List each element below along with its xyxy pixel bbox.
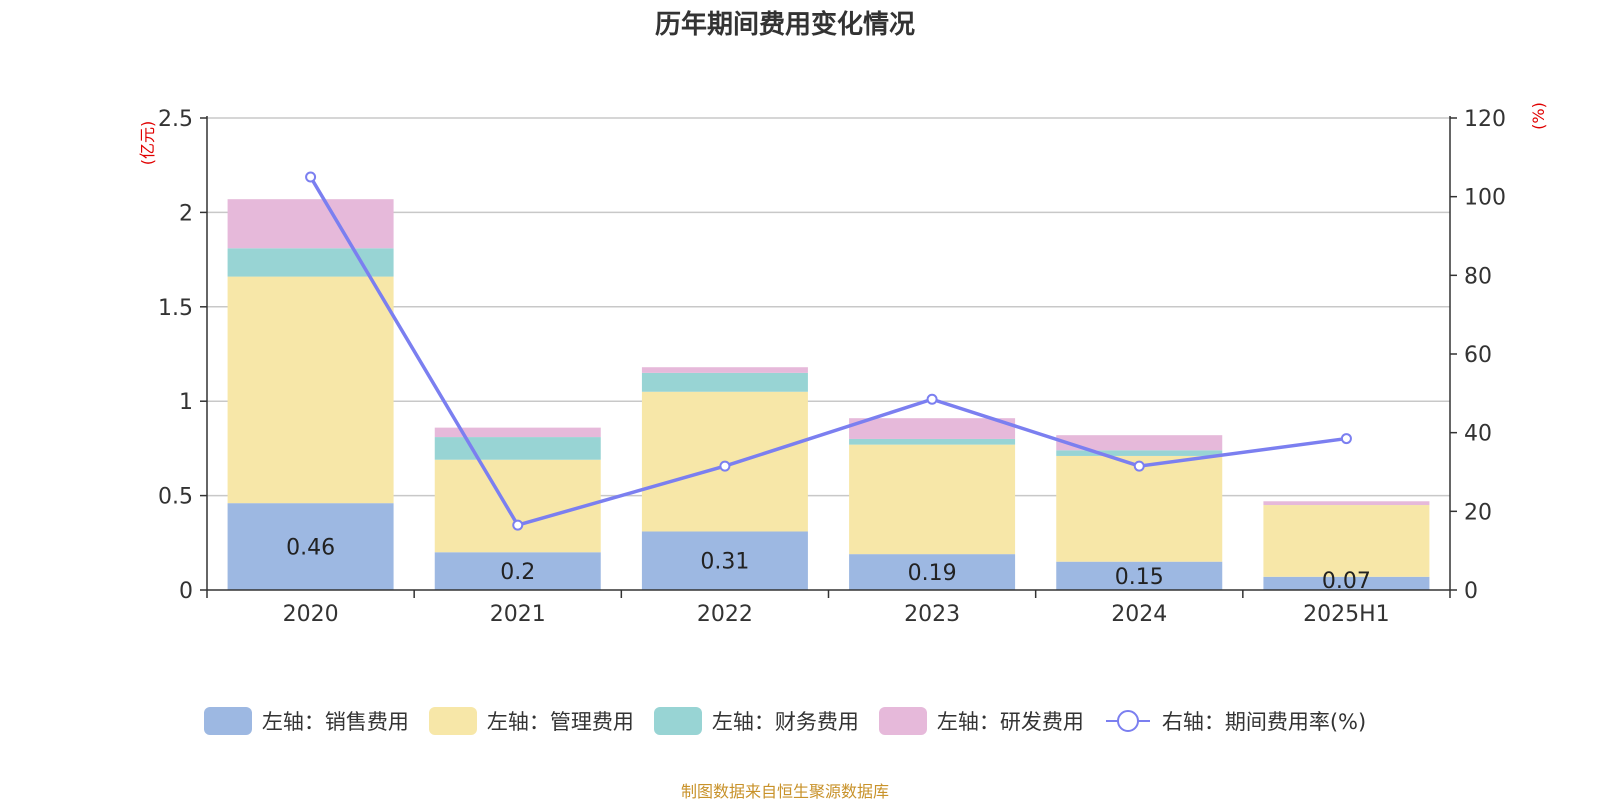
rate-line	[309, 176, 1347, 527]
legend-swatch-admin	[428, 707, 477, 735]
x-axis-tick-label: 2021	[490, 602, 546, 627]
axes: 0 0.5 1 1.5 2 2.5 0 20 40 60 80 100 120 2020 2021 2022 2…	[138, 102, 1548, 627]
legend-label-admin: 左轴：管理费用	[486, 710, 634, 734]
data-label: 0.2	[500, 560, 535, 585]
bar-segment	[641, 531, 808, 590]
right-axis-tick-label: 40	[1464, 422, 1492, 447]
bar-segment	[1056, 435, 1223, 451]
bar-segment	[849, 444, 1016, 555]
right-axis-tick-label: 0	[1464, 579, 1478, 604]
rate-point	[512, 519, 524, 531]
x-axis-tick-label: 2020	[283, 602, 339, 627]
source-note: 制图数据来自恒生聚源数据库	[680, 782, 889, 801]
right-axis-tick-label: 60	[1464, 343, 1492, 368]
data-label: 0.15	[1115, 565, 1164, 590]
legend-item-rate[interactable]: 右轴：期间费用率(%)	[1104, 706, 1366, 736]
chart-title: 历年期间费用变化情况	[654, 10, 915, 40]
x-axis-tick-label: 2025H1	[1303, 602, 1390, 627]
legend-item-admin[interactable]: 左轴：管理费用	[428, 706, 634, 736]
legend-label-sales: 左轴：销售费用	[261, 710, 409, 734]
bar-segment	[434, 427, 601, 438]
left-axis-tick-label: 1.5	[158, 296, 193, 321]
rate-point	[1340, 433, 1352, 445]
right-axis-tick-label: 80	[1464, 264, 1492, 289]
rate-point	[719, 460, 731, 472]
bar-segment	[641, 367, 808, 373]
right-axis-unit-label: (%)	[1529, 102, 1548, 130]
legend-label-rate: 右轴：期间费用率(%)	[1161, 710, 1367, 734]
left-axis-tick-label: 2	[179, 201, 193, 226]
bar-segment	[1263, 576, 1430, 590]
left-axis-tick-label: 2.5	[158, 107, 193, 132]
x-axis-tick-label: 2023	[904, 602, 960, 627]
legend-swatch-finance	[653, 707, 702, 735]
left-axis-tick-label: 0.5	[158, 485, 193, 510]
legend-swatch-rnd	[878, 707, 927, 735]
right-axis-tick-label: 20	[1464, 500, 1492, 525]
legend-line-marker-icon	[1105, 710, 1150, 732]
legend-label-finance: 左轴：财务费用	[711, 710, 859, 734]
bar-segment	[1056, 455, 1223, 562]
legend: 左轴：销售费用 左轴：管理费用 左轴：财务费用 左轴：研发费用 右轴：期间费用率…	[0, 706, 1570, 736]
bar-segment	[641, 372, 808, 392]
rate-point	[926, 393, 938, 405]
bar-segment	[1263, 505, 1430, 577]
legend-label-rnd: 左轴：研发费用	[936, 710, 1084, 734]
legend-item-rnd[interactable]: 左轴：研发费用	[878, 706, 1084, 736]
bar-segment	[849, 438, 1016, 445]
right-axis-tick-label: 120	[1464, 107, 1506, 132]
bar-segment	[227, 199, 394, 249]
bar-segment	[1056, 561, 1223, 590]
bar-segment	[849, 418, 1016, 439]
x-axis-tick-label: 2022	[697, 602, 753, 627]
grid-lines	[207, 117, 1450, 497]
rate-point	[305, 171, 317, 183]
legend-item-finance[interactable]: 左轴：财务费用	[653, 706, 859, 736]
bar-stacks	[227, 199, 1430, 590]
bar-segment	[227, 276, 394, 504]
rate-line-series	[305, 171, 1352, 531]
bar-segment	[434, 552, 601, 590]
bar-segment	[1263, 501, 1430, 506]
bar-segment	[434, 437, 601, 460]
legend-item-sales[interactable]: 左轴：销售费用	[203, 706, 409, 736]
left-axis-tick-label: 0	[179, 579, 193, 604]
data-label: 0.31	[700, 550, 749, 575]
right-axis-tick-label: 100	[1464, 186, 1506, 211]
rate-point	[1133, 460, 1145, 472]
bar-segment	[1056, 450, 1223, 456]
data-label: 0.19	[908, 561, 957, 586]
left-axis-tick-label: 1	[179, 390, 193, 415]
bar-segment	[227, 503, 394, 590]
bar-segment	[434, 459, 601, 553]
left-axis-unit-label: (亿元)	[138, 121, 157, 166]
bar-segment	[849, 554, 1016, 590]
legend-swatch-sales	[203, 707, 252, 735]
x-axis-tick-label: 2024	[1111, 602, 1167, 627]
data-label: 0.46	[286, 536, 335, 561]
